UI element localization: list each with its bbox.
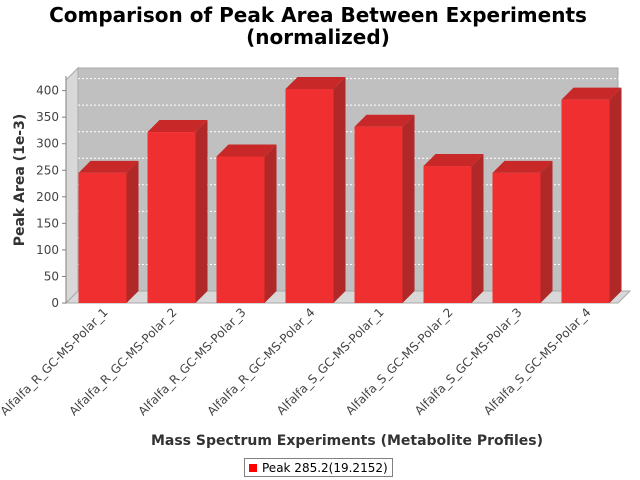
y-tick-label: 0 [51, 296, 59, 310]
y-tick-label: 400 [36, 84, 59, 98]
bar [216, 144, 277, 303]
bar-top [78, 160, 139, 173]
bar-front [561, 99, 610, 304]
bar-side [264, 144, 277, 303]
bar-front [285, 89, 334, 304]
chart-subtitle: (normalized) [246, 25, 390, 49]
bar [285, 77, 346, 304]
legend-label: Peak 285.2(19.2152) [262, 460, 388, 475]
bar-top [492, 160, 553, 173]
y-tick-label: 300 [36, 137, 59, 151]
bar [492, 160, 553, 303]
bar-side [540, 160, 553, 303]
bar-top [354, 114, 415, 127]
bar-side [126, 160, 139, 303]
bar-side [402, 114, 415, 303]
y-tick-label: 50 [44, 269, 59, 283]
y-tick-label: 100 [36, 243, 59, 257]
bar-top [285, 77, 346, 90]
y-tick-label: 150 [36, 216, 59, 230]
bar [78, 160, 139, 303]
bar-side [609, 87, 622, 304]
bar [147, 120, 208, 304]
legend: Peak 285.2(19.2152) [244, 458, 393, 477]
x-tick-label: Alfalfa_R_GC-MS-Polar_1 [0, 305, 111, 418]
bar-top [147, 120, 208, 133]
bar [354, 114, 415, 303]
x-axis-label: Mass Spectrum Experiments (Metabolite Pr… [151, 433, 543, 449]
y-tick-label: 250 [36, 163, 59, 177]
bar [423, 154, 484, 303]
bar-front [354, 126, 403, 303]
y-tick-label: 200 [36, 190, 59, 204]
bars [78, 77, 622, 304]
bar-side [195, 120, 208, 304]
bar-side [333, 77, 346, 304]
bar-front [78, 172, 127, 303]
bar-top [561, 87, 622, 100]
bar-front [216, 156, 265, 303]
legend-swatch [249, 463, 257, 472]
bar-front [423, 166, 472, 303]
bar [561, 87, 622, 304]
chart-title: Comparison of Peak Area Between Experime… [49, 3, 587, 27]
plot-left-wall [65, 66, 79, 305]
bar-top [216, 144, 277, 157]
y-axis-label: Peak Area (1e-3) [12, 114, 28, 247]
x-axis: Alfalfa_R_GC-MS-Polar_1Alfalfa_R_GC-MS-P… [0, 305, 594, 418]
bar-top [423, 154, 484, 167]
bar-side [471, 154, 484, 303]
y-tick-label: 350 [36, 110, 59, 124]
bar-front [147, 132, 196, 303]
bar-front [492, 172, 541, 303]
y-axis: 0 50 100 150 200 250 300 350 400 [36, 76, 67, 310]
